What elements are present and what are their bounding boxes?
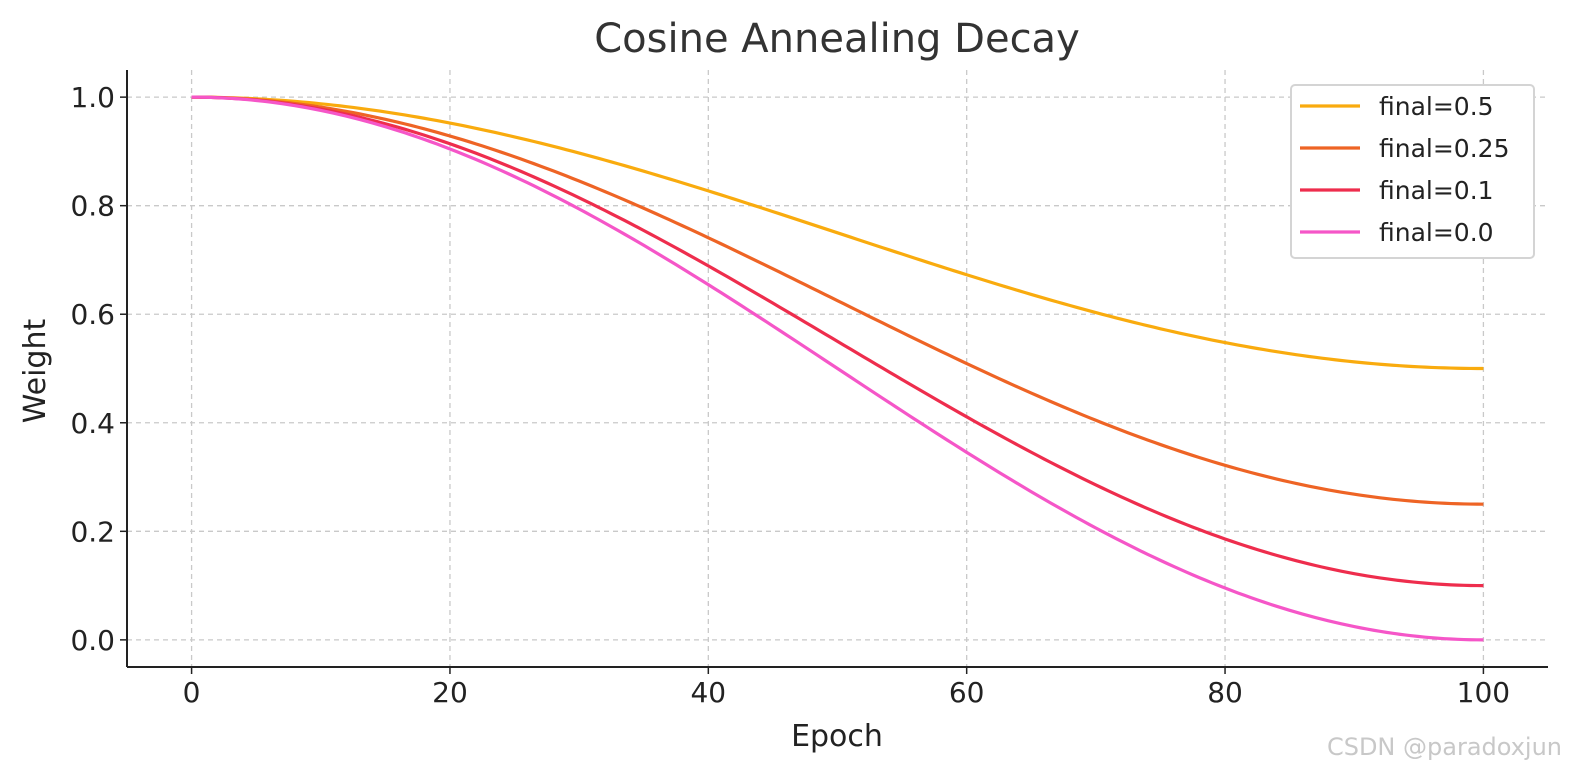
x-tick-label: 20 (432, 676, 468, 709)
x-tick-label: 40 (690, 676, 726, 709)
y-tick-label: 0.0 (70, 624, 115, 657)
legend-label: final=0.1 (1379, 176, 1494, 205)
x-axis-title: Epoch (791, 719, 883, 754)
chart-title: Cosine Annealing Decay (594, 16, 1080, 62)
legend-label: final=0.0 (1379, 218, 1494, 247)
series-line-2 (191, 95, 1484, 506)
watermark: CSDN @paradoxjun (1327, 733, 1562, 761)
legend-label: final=0.25 (1379, 134, 1509, 163)
legend-box (1290, 84, 1535, 259)
legend: final=0.5 final=0.25 final=0.1 final=0.0 (1290, 84, 1535, 259)
y-axis-title: Weight (18, 319, 53, 424)
series-line-1 (191, 95, 1484, 371)
y-tick-label: 0.8 (70, 190, 115, 223)
x-ticks: 0 20 40 60 80 100 (183, 667, 1510, 709)
x-tick-label: 80 (1207, 676, 1243, 709)
series-line-4 (191, 95, 1484, 642)
x-tick-label: 100 (1457, 676, 1510, 709)
y-tick-label: 0.6 (70, 298, 115, 331)
series-lines (191, 95, 1484, 642)
legend-label: final=0.5 (1379, 92, 1494, 121)
y-tick-label: 0.2 (70, 515, 115, 548)
y-tick-label: 1.0 (70, 81, 115, 114)
series-line-3 (191, 95, 1484, 588)
y-ticks: 0.0 0.2 0.4 0.6 0.8 1.0 (70, 81, 127, 657)
y-tick-label: 0.4 (70, 407, 115, 440)
x-tick-label: 60 (949, 676, 985, 709)
axes (126, 70, 1548, 668)
x-tick-label: 0 (183, 676, 201, 709)
